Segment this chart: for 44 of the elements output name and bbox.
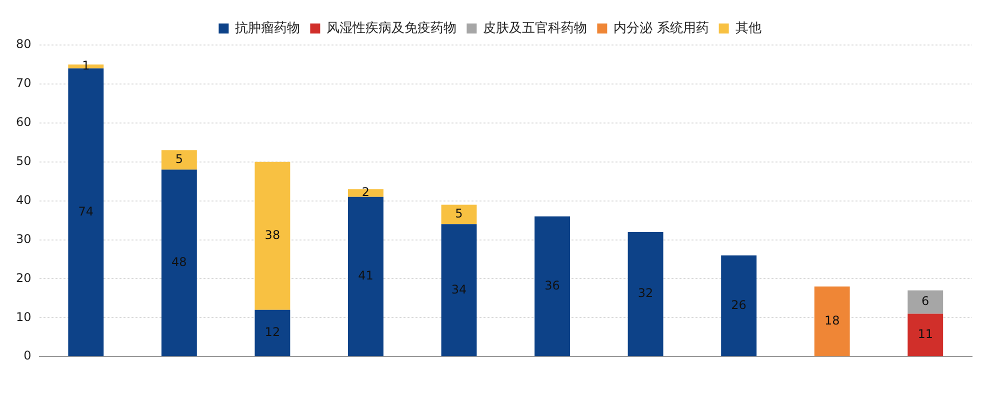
y-tick-label: 60	[16, 115, 32, 130]
data-label: 5	[175, 152, 183, 166]
data-label: 11	[918, 327, 934, 342]
data-label: 48	[172, 254, 187, 269]
bar	[68, 68, 104, 356]
data-label: 26	[731, 298, 746, 312]
y-tick-label: 20	[16, 270, 32, 285]
bar	[441, 224, 477, 356]
y-tick-label: 0	[24, 348, 32, 363]
bar	[721, 255, 757, 356]
y-tick-label: 30	[16, 232, 32, 246]
legend-label: 皮肤及五官科药物	[483, 20, 588, 36]
y-tick-label: 10	[16, 310, 32, 324]
bar	[534, 216, 570, 356]
bar	[161, 170, 197, 356]
y-tick-label: 70	[16, 76, 32, 90]
bar	[814, 286, 850, 356]
y-tick-label: 80	[16, 37, 32, 52]
data-label: 2	[362, 185, 370, 200]
bar	[161, 150, 197, 170]
legend-label: 其他	[735, 20, 762, 36]
legend-label: 抗肿瘤药物	[235, 20, 300, 36]
bar	[628, 232, 664, 356]
data-label: 41	[358, 268, 374, 283]
bar	[908, 290, 944, 314]
bar	[348, 189, 384, 197]
bar	[348, 196, 384, 356]
y-tick-label: 40	[16, 192, 32, 207]
data-label: 12	[264, 325, 280, 340]
data-label: 5	[455, 206, 463, 221]
data-label: 38	[264, 228, 280, 242]
bar	[254, 162, 290, 310]
data-label: 74	[78, 204, 94, 218]
data-label: 34	[451, 282, 467, 296]
legend-label: 风湿性疾病及免疫药物	[326, 20, 457, 36]
bar	[254, 310, 290, 356]
y-tick-label: 50	[16, 154, 32, 168]
data-label: 36	[544, 278, 560, 292]
legend-label: 内分泌 系统用药	[614, 20, 709, 36]
bar	[441, 204, 477, 224]
data-label: 6	[922, 294, 930, 308]
data-label: 32	[638, 286, 654, 300]
data-label: 18	[824, 313, 840, 328]
bar	[908, 314, 944, 356]
